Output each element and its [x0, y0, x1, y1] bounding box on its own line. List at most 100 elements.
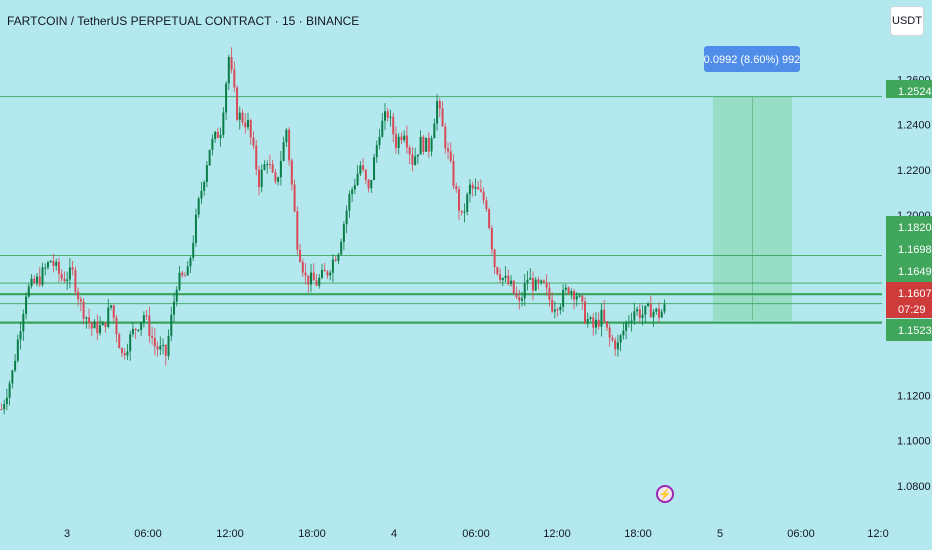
candle-body [186, 266, 189, 276]
candle-body [542, 280, 545, 283]
x-tick-label: 06:00 [462, 528, 490, 540]
x-tick-label: 18:00 [624, 528, 652, 540]
candle-body [490, 228, 493, 250]
candle-body [79, 299, 82, 302]
candles [0, 47, 666, 415]
candle-body [227, 57, 230, 84]
chart-title: FARTCOIN / TetherUS PERPETUAL CONTRACT ·… [7, 14, 360, 28]
candle-body [120, 348, 123, 353]
candle-body [438, 101, 441, 109]
candle-body [214, 131, 217, 139]
candle-body [545, 282, 548, 288]
candle-body [370, 179, 373, 189]
candle-body [534, 279, 537, 291]
candle-body [422, 136, 425, 152]
candle-body [449, 151, 452, 161]
candle-body [553, 309, 556, 312]
candle-body [312, 272, 315, 281]
candle-body [3, 404, 6, 410]
candle-body [537, 279, 540, 283]
candle-body [323, 269, 326, 272]
candle-body [159, 345, 162, 350]
candle-body [203, 181, 206, 191]
candle-body [556, 309, 559, 311]
candle-body [230, 57, 233, 70]
candle-body [85, 317, 88, 319]
candle-body [260, 169, 263, 188]
y-tick-label: 1.1000 [897, 436, 931, 448]
candle-body [52, 260, 55, 266]
candle-body [63, 278, 66, 282]
candle-body [625, 322, 628, 331]
candle-body [233, 69, 236, 88]
candle-body [378, 136, 381, 146]
candle-body [394, 134, 397, 148]
candle-body [310, 272, 313, 285]
candle-body [225, 83, 228, 113]
candle-body [266, 164, 269, 166]
price-badge [886, 282, 932, 318]
measure-tooltip-text: 0.0992 (8.60%) 992 [704, 54, 801, 66]
candle-body [290, 160, 293, 185]
lightning-icon[interactable]: ⚡ [656, 485, 674, 503]
candle-body [197, 198, 200, 215]
candle-body [386, 111, 389, 118]
candle-body [658, 308, 660, 318]
candle-body [175, 289, 178, 302]
candle-body [337, 254, 340, 261]
candle-body [416, 154, 419, 157]
candle-body [156, 346, 159, 350]
target-zone [713, 96, 792, 321]
currency-button[interactable]: USDT [890, 6, 924, 36]
candle-body [126, 351, 129, 356]
candle-body [584, 301, 587, 324]
candle-body [364, 169, 367, 180]
candle-body [110, 305, 112, 308]
candle-body [548, 287, 551, 300]
candle-body [526, 279, 529, 284]
candle-body [496, 267, 499, 275]
candle-body [441, 108, 444, 127]
candle-body [342, 224, 345, 242]
candle-body [46, 262, 49, 268]
candle-body [170, 314, 173, 336]
candle-body [129, 334, 132, 352]
candle-body [614, 340, 617, 350]
candle-body [351, 189, 354, 195]
price-badge-label: 1.1523 [898, 325, 932, 337]
candle-body [562, 289, 565, 307]
x-tick-label: 12:00 [543, 528, 571, 540]
time-axis: 3 06:00 12:00 18:00 4 06:00 12:00 18:00 5 06:00 12… [64, 528, 889, 540]
price-badge [886, 216, 932, 238]
candle-body [384, 111, 386, 121]
candle-body [655, 308, 658, 312]
candle-body [236, 87, 239, 120]
candle-body [167, 335, 170, 356]
x-tick-label: 06:00 [134, 528, 162, 540]
candle-body [194, 214, 197, 243]
candle-body [427, 137, 430, 152]
candle-body [375, 145, 378, 158]
candle-body [356, 173, 359, 185]
candle-body [400, 136, 403, 141]
candle-body [608, 327, 611, 338]
y-tick-label: 1.1200 [897, 391, 931, 403]
candle-body [255, 145, 258, 170]
candle-body [123, 352, 126, 356]
candle-body [33, 278, 36, 283]
candle-body [307, 275, 310, 285]
candle-body [373, 157, 376, 180]
candle-body [479, 189, 482, 192]
candle-body [211, 138, 214, 150]
candle-body [68, 267, 71, 280]
candle-body [145, 315, 148, 317]
candle-body [638, 309, 641, 318]
candle-body [411, 154, 414, 165]
candle-body [189, 257, 192, 267]
candle-body [507, 275, 510, 285]
candle-body [178, 272, 181, 290]
candle-body [600, 309, 603, 327]
candle-body [392, 116, 395, 135]
candle-body [249, 120, 252, 138]
